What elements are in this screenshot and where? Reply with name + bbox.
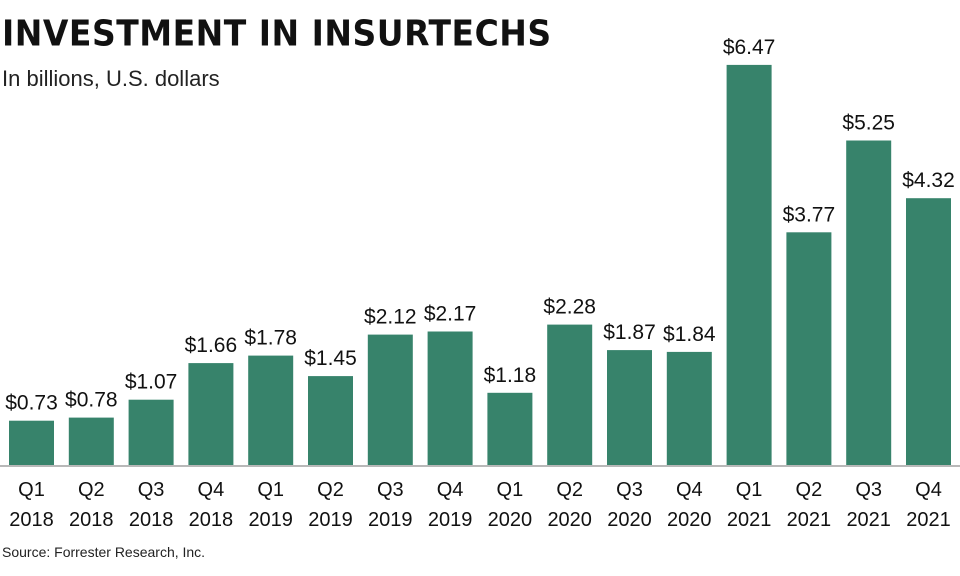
bar-q1-2020 [487,392,533,466]
bar-q3-2018 [128,399,174,466]
x-tick-quarter: Q3 [377,479,404,501]
x-tick-year: 2020 [667,509,712,531]
value-labels-group: $0.73 $0.78 $1.07 $1.66 $1.78 $1.45 $2.12 $2.17… [5,36,955,415]
x-tick-year: 2018 [189,509,234,531]
x-tick-quarter: Q4 [198,479,225,501]
value-label: $0.78 [65,389,118,412]
x-tick-quarter: Q2 [78,479,105,501]
x-tick-quarter: Q2 [317,479,344,501]
value-label: $1.18 [484,364,537,387]
bar-q3-2020 [607,350,652,466]
value-label: $0.73 [5,392,58,415]
x-tick-year: 2019 [248,509,293,531]
x-tick-quarter: Q4 [915,479,942,501]
x-tick-year: 2020 [607,509,652,531]
value-label: $5.25 [842,112,895,135]
value-label: $1.87 [603,321,656,344]
x-tick-year: 2021 [727,509,772,531]
value-label: $2.12 [364,306,417,329]
bar-q1-2018 [9,420,54,466]
bar-q2-2019 [308,376,353,466]
x-tick-quarter: Q1 [497,479,524,501]
x-tick-quarter: Q3 [855,479,882,501]
x-tick-quarter: Q4 [676,479,703,501]
x-tick-quarter: Q1 [257,479,284,501]
x-tick-quarter: Q3 [138,479,165,501]
x-tick-quarter: Q2 [556,479,583,501]
bars-group [9,64,951,467]
x-tick-quarter: Q4 [437,479,464,501]
value-label: $1.78 [244,327,297,350]
value-label: $1.84 [663,323,716,346]
value-label: $3.77 [783,203,836,226]
bar-q2-2018 [68,417,114,466]
bar-q2-2021 [786,232,832,466]
x-tick-labels-group: Q1 2018 Q2 2018 Q3 2018 Q4 2018 Q1 2019 Q2 2019 Q3 20… [9,479,951,531]
value-label: $6.47 [723,36,776,59]
bar-q3-2019 [367,334,413,466]
value-label: $1.66 [185,334,238,357]
value-label: $2.28 [543,296,596,319]
value-label: $1.45 [304,347,357,370]
x-tick-year: 2018 [69,509,114,531]
bar-q1-2021 [726,64,772,467]
x-tick-year: 2018 [9,509,54,531]
x-tick-year: 2019 [428,509,473,531]
value-label: $4.32 [902,169,955,192]
x-tick-year: 2020 [488,509,533,531]
x-tick-year: 2021 [906,509,951,531]
chart-subtitle: In billions, U.S. dollars [2,66,220,91]
value-label: $1.07 [125,371,178,394]
x-tick-year: 2019 [308,509,353,531]
x-tick-year: 2019 [368,509,413,531]
bar-q3-2021 [846,140,892,466]
x-tick-quarter: Q3 [616,479,643,501]
bar-q2-2020 [547,324,593,466]
bar-q4-2021 [906,198,951,466]
x-tick-quarter: Q1 [18,479,45,501]
bar-q1-2019 [248,355,294,466]
x-tick-year: 2020 [547,509,592,531]
bar-q4-2018 [188,363,234,466]
chart-title: INVESTMENT IN INSURTECHS [2,12,552,55]
x-tick-year: 2021 [846,509,891,531]
value-label: $2.17 [424,303,477,326]
bar-q4-2019 [427,331,473,466]
source-note: Source: Forrester Research, Inc. [2,544,206,560]
bar-q4-2020 [666,351,712,466]
x-tick-year: 2018 [129,509,174,531]
x-tick-quarter: Q2 [796,479,823,501]
x-tick-year: 2021 [787,509,832,531]
x-tick-quarter: Q1 [736,479,763,501]
